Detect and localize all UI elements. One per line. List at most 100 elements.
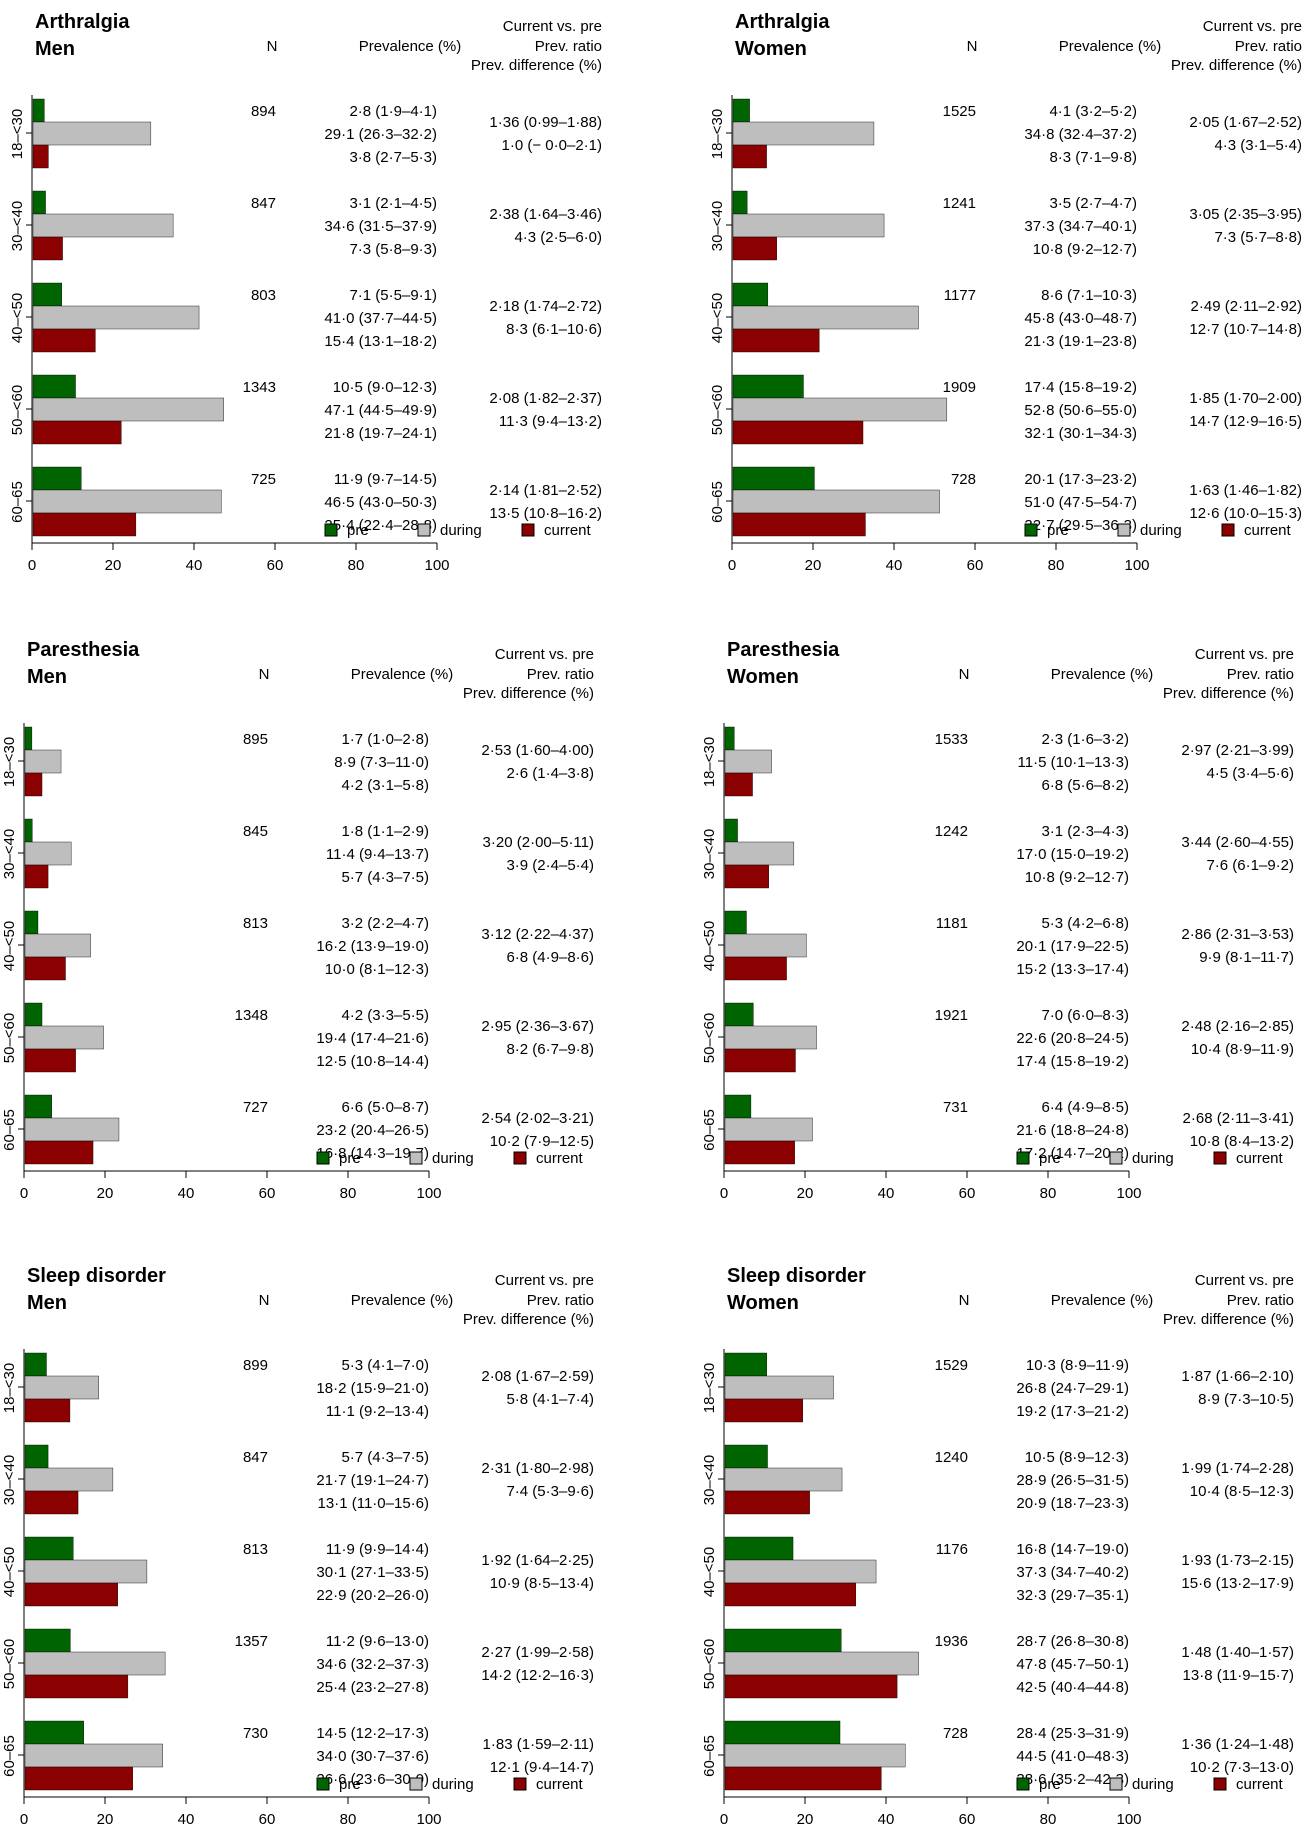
n-value: 813 xyxy=(243,1541,268,1558)
prevalence-label-current: 22·9 (20·2–26·0) xyxy=(316,1587,429,1604)
bar-pre xyxy=(24,818,33,843)
prevalence-difference: 10·9 (8·5–13·4) xyxy=(490,1575,594,1592)
prevalence-difference: 8·3 (6·1–10·6) xyxy=(506,321,602,338)
bar-during xyxy=(24,1559,148,1584)
column-header-prevalence: Prevalence (%) xyxy=(351,666,454,683)
prevalence-label-during: 26·8 (24·7–29·1) xyxy=(1016,1380,1129,1397)
n-value: 1909 xyxy=(943,379,976,396)
column-header-difference: Prev. difference (%) xyxy=(1163,685,1294,702)
prevalence-label-during: 30·1 (27·1–33·5) xyxy=(316,1564,429,1581)
x-tick-label: 60 xyxy=(267,557,284,574)
bar-during xyxy=(32,305,200,330)
x-tick-label: 40 xyxy=(178,1811,195,1828)
bar-during xyxy=(24,1467,114,1492)
prevalence-label-current: 38·6 (35·2–42·3) xyxy=(1016,1771,1129,1788)
bar-current xyxy=(732,420,864,445)
bar-during xyxy=(732,397,948,422)
bar-during xyxy=(732,121,875,146)
bar-pre xyxy=(732,190,748,215)
panel-paresthesia-men: Paresthesia Men N Prevalence (%) Current vs.… xyxy=(1,639,594,1202)
bar-during xyxy=(724,1743,906,1768)
bar-pre xyxy=(32,98,45,123)
x-tick-label: 0 xyxy=(20,1185,28,1202)
panel-subtitle: Women xyxy=(727,1292,799,1314)
age-group-label: 30–<40 xyxy=(701,1455,718,1505)
bar-pre xyxy=(32,374,76,399)
prevalence-ratio: 2·53 (1·60–4·00) xyxy=(481,742,594,759)
legend-label-current: current xyxy=(544,522,592,539)
prevalence-ratio: 1·63 (1·46–1·82) xyxy=(1189,482,1302,499)
column-header-n: N xyxy=(959,666,970,683)
prevalence-ratio: 2·31 (1·80–2·98) xyxy=(481,1460,594,1477)
bar-current xyxy=(732,144,767,169)
bar-pre xyxy=(24,1094,52,1119)
prevalence-label-during: 47·1 (44·5–49·9) xyxy=(324,402,437,419)
prevalence-label-current: 10·8 (9·2–12·7) xyxy=(1033,241,1137,258)
bar-pre xyxy=(724,818,738,843)
n-value: 1533 xyxy=(935,731,968,748)
bar-current xyxy=(732,236,777,261)
prevalence-label-current: 15·4 (13·1–18·2) xyxy=(324,333,437,350)
age-group-label: 60–65 xyxy=(701,1109,718,1151)
n-value: 728 xyxy=(951,471,976,488)
x-tick-label: 100 xyxy=(1116,1811,1141,1828)
prevalence-ratio: 3·05 (2·35–3·95) xyxy=(1189,206,1302,223)
prevalence-label-pre: 20·1 (17·3–23·2) xyxy=(1024,471,1137,488)
panel-subtitle: Women xyxy=(727,666,799,688)
x-tick-label: 20 xyxy=(105,557,122,574)
column-header-difference: Prev. difference (%) xyxy=(463,685,594,702)
legend-swatch-pre xyxy=(1024,523,1038,537)
bar-during xyxy=(32,397,224,422)
bar-during xyxy=(24,1025,104,1050)
prevalence-difference: 8·9 (7·3–10·5) xyxy=(1198,1391,1294,1408)
prevalence-label-pre: 3·5 (2·7–4·7) xyxy=(1049,195,1137,212)
column-header-prevalence: Prevalence (%) xyxy=(1051,666,1154,683)
age-group-label: 40–<50 xyxy=(1,1547,18,1597)
legend-label-pre: pre xyxy=(339,1776,361,1793)
prevalence-ratio: 2·95 (2·36–3·67) xyxy=(481,1018,594,1035)
prevalence-label-during: 37·3 (34·7–40·1) xyxy=(1024,218,1137,235)
panel-arthralgia-men: Arthralgia Men N Prevalence (%) Current vs. … xyxy=(9,11,602,574)
prevalence-ratio: 2·86 (2·31–3·53) xyxy=(1181,926,1294,943)
legend-label-pre: pre xyxy=(347,522,369,539)
prevalence-difference: 6·8 (4·9–8·6) xyxy=(506,949,594,966)
prevalence-ratio: 1·92 (1·64–2·25) xyxy=(481,1552,594,1569)
legend-swatch-current xyxy=(513,1777,527,1791)
legend-swatch-pre xyxy=(324,523,338,537)
prevalence-ratio: 1·36 (1·24–1·48) xyxy=(1181,1736,1294,1753)
prevalence-ratio: 3·12 (2·22–4·37) xyxy=(481,926,594,943)
x-tick-label: 100 xyxy=(424,557,449,574)
x-tick-label: 0 xyxy=(720,1811,728,1828)
bar-current xyxy=(724,1674,898,1699)
prevalence-difference: 12·6 (10·0–15·3) xyxy=(1189,505,1302,522)
prevalence-label-during: 18·2 (15·9–21·0) xyxy=(316,1380,429,1397)
bar-current xyxy=(24,1398,71,1423)
n-value: 1357 xyxy=(235,1633,268,1650)
legend-label-during: during xyxy=(1132,1150,1174,1167)
bar-pre xyxy=(32,466,82,491)
x-tick-label: 40 xyxy=(186,557,203,574)
x-tick-label: 40 xyxy=(878,1185,895,1202)
prevalence-difference: 10·2 (7·3–13·0) xyxy=(1190,1759,1294,1776)
n-value: 730 xyxy=(243,1725,268,1742)
legend-swatch-current xyxy=(513,1151,527,1165)
bar-current xyxy=(24,1490,79,1515)
x-tick-label: 20 xyxy=(797,1811,814,1828)
column-header-ratio: Prev. ratio xyxy=(527,1292,594,1309)
column-header-difference: Prev. difference (%) xyxy=(1163,1311,1294,1328)
panel-paresthesia-women: Paresthesia Women N Prevalence (%) Current v… xyxy=(701,639,1294,1202)
legend-swatch-during xyxy=(1117,523,1131,537)
prevalence-label-current: 17·4 (15·8–19·2) xyxy=(1016,1053,1129,1070)
legend-swatch-current xyxy=(1213,1777,1227,1791)
bar-current xyxy=(32,236,63,261)
prevalence-ratio: 2·48 (2·16–2·85) xyxy=(1181,1018,1294,1035)
legend-label-current: current xyxy=(1236,1150,1284,1167)
prevalence-label-during: 47·8 (45·7–50·1) xyxy=(1016,1656,1129,1673)
prevalence-label-pre: 10·5 (8·9–12·3) xyxy=(1025,1449,1129,1466)
legend-swatch-during xyxy=(1109,1151,1123,1165)
age-group-label: 18–<30 xyxy=(1,737,18,787)
prevalence-label-current: 32·1 (30·1–34·3) xyxy=(1024,425,1137,442)
prevalence-label-during: 34·8 (32·4–37·2) xyxy=(1024,126,1137,143)
prevalence-label-current: 25·4 (23·2–27·8) xyxy=(316,1679,429,1696)
prevalence-label-current: 21·8 (19·7–24·1) xyxy=(324,425,437,442)
